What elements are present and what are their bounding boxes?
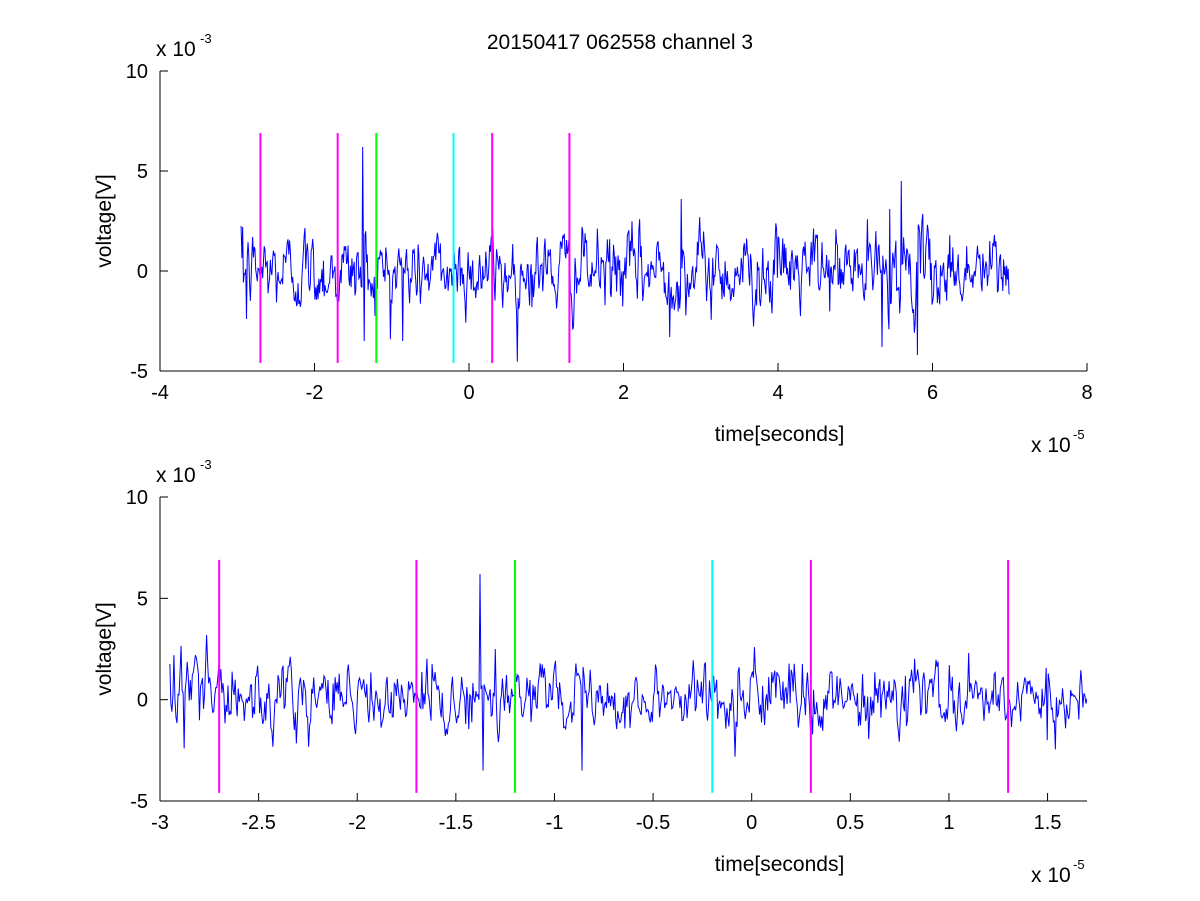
x-tick-label: 6 [927, 382, 938, 404]
x-axis-label: time[seconds] [715, 423, 845, 446]
signal-line [169, 574, 1087, 771]
x-multiplier: x 10 [1031, 864, 1071, 887]
x-axis-label: time[seconds] [715, 853, 845, 876]
y-tick-label: 0 [137, 261, 148, 283]
y-tick-label: 10 [126, 487, 148, 509]
x-tick-label: -4 [151, 382, 169, 404]
bottom-axes: -3 -2.5 -2 -1.5 -1 -0.5 0 0.5 1 1.5 -5 0 5 10 x 10 -3 x … [93, 457, 1087, 887]
y-multiplier-exponent: -3 [200, 457, 212, 472]
y-axis-label: voltage[V] [93, 602, 116, 695]
x-tick-label: 1 [943, 812, 954, 834]
y-axis-label: voltage[V] [93, 174, 116, 267]
y-tick-label: 5 [137, 588, 148, 610]
x-tick-label: 0 [463, 382, 474, 404]
x-tick-label: -2.5 [241, 812, 275, 834]
x-tick-label: -2 [306, 382, 324, 404]
x-tick-label: 8 [1081, 382, 1092, 404]
x-tick-label: -1.5 [439, 812, 473, 834]
x-tick-label: -1 [546, 812, 564, 834]
x-tick-label: -2 [348, 812, 366, 834]
y-multiplier-exponent: -3 [200, 31, 212, 46]
x-tick-label: 0 [746, 812, 757, 834]
signal-line [240, 146, 1011, 362]
y-multiplier: x 10 [156, 464, 196, 487]
x-tick-label: 1.5 [1034, 812, 1062, 834]
x-tick-label: -0.5 [636, 812, 670, 834]
x-tick-label: 2 [618, 382, 629, 404]
x-multiplier-exponent: -5 [1073, 427, 1085, 442]
x-multiplier-exponent: -5 [1073, 857, 1085, 872]
y-tick-label: 10 [126, 61, 148, 83]
x-tick-label: -3 [151, 812, 169, 834]
x-tick-label: 4 [772, 382, 783, 404]
y-tick-label: -5 [130, 361, 148, 383]
figure-title: 20150417 062558 channel 3 [487, 31, 753, 54]
y-multiplier: x 10 [156, 38, 196, 61]
x-multiplier: x 10 [1031, 434, 1071, 457]
y-tick-label: 5 [137, 161, 148, 183]
y-tick-label: -5 [130, 791, 148, 813]
y-tick-label: 0 [137, 690, 148, 712]
x-tick-label: 0.5 [836, 812, 864, 834]
